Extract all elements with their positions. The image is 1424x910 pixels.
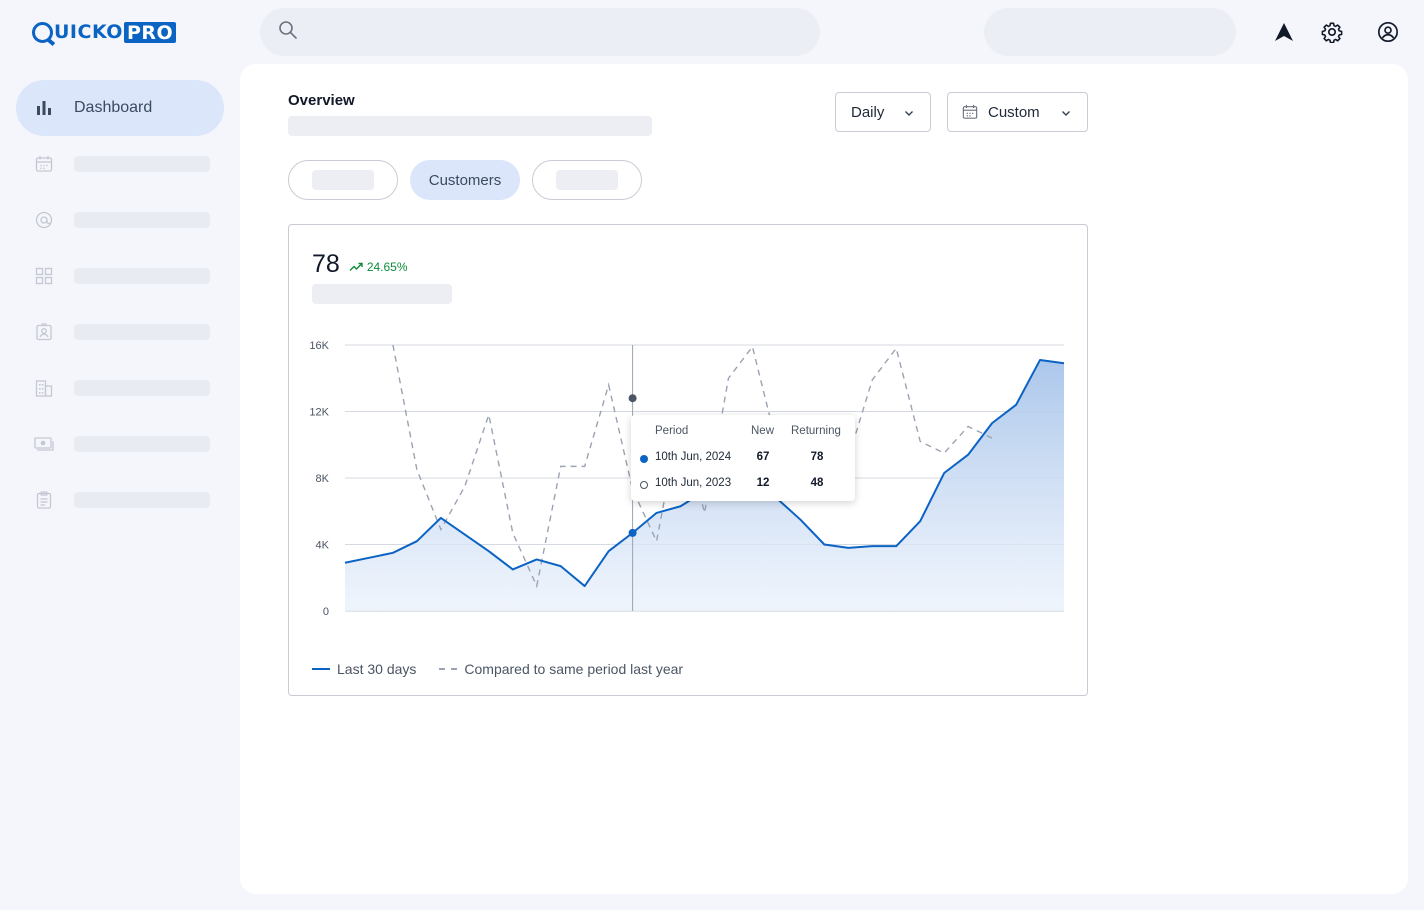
sidebar-item-at[interactable]: [16, 192, 224, 248]
trend-up-icon: [349, 262, 363, 271]
chevron-down-icon: [1060, 106, 1072, 123]
tab-label-placeholder: [312, 170, 374, 190]
tab-label-placeholder: [556, 170, 618, 190]
metric-caption-placeholder: [312, 284, 452, 304]
gear-icon[interactable]: [1320, 20, 1344, 44]
y-tick-label: 12K: [309, 407, 329, 419]
header-pill[interactable]: [984, 8, 1236, 56]
legend-label-previous: Compared to same period last year: [464, 661, 684, 677]
sidebar-item-money[interactable]: [16, 416, 224, 472]
legend-swatch-solid: [312, 668, 330, 670]
series-area-fill: [345, 359, 1064, 611]
search-bar[interactable]: [260, 8, 820, 56]
customers-chart-card: 78 24.65% 16K 12K 8K 4K 0 Period New Returni…: [288, 224, 1088, 696]
navigation-arrow-icon[interactable]: [1272, 20, 1296, 44]
sidebar-item-contact[interactable]: [16, 304, 224, 360]
tab-customers[interactable]: Customers: [410, 160, 520, 200]
tab-1[interactable]: [288, 160, 398, 200]
sidebar-item-building[interactable]: [16, 360, 224, 416]
highlight-point-current: [628, 528, 637, 537]
y-tick-label: 4K: [316, 540, 330, 552]
user-avatar-icon[interactable]: [1376, 20, 1400, 44]
date-range-value: Custom: [988, 103, 1040, 121]
metric-change-value: 24.65%: [366, 260, 408, 274]
at-sign-icon: [34, 210, 54, 230]
calendar-icon: [34, 154, 54, 174]
sidebar-item-placeholder: [74, 492, 210, 508]
sidebar-item-placeholder: [74, 212, 210, 228]
page-title: Overview: [288, 92, 355, 109]
calendar-icon: [962, 104, 978, 120]
building-icon: [34, 378, 54, 398]
series-current-dot: [640, 455, 648, 463]
sidebar-item-dashboard[interactable]: Dashboard: [16, 80, 224, 136]
quickopro-logo[interactable]: UICKO PRO: [32, 20, 177, 44]
bar-chart-icon: [34, 98, 54, 118]
clipboard-icon: [34, 490, 54, 510]
tooltip-row-period: 10th Jun, 2024: [655, 451, 732, 463]
tooltip-row-new: 67: [756, 451, 770, 463]
sidebar-item-placeholder: [74, 380, 210, 396]
y-tick-label: 8K: [316, 473, 330, 485]
sidebar-item-label: Dashboard: [74, 99, 153, 116]
chevron-down-icon: [903, 106, 915, 123]
search-icon: [278, 20, 298, 45]
sidebar-item-placeholder: [74, 436, 210, 452]
money-icon: [34, 434, 54, 454]
sidebar-item-calendar[interactable]: [16, 136, 224, 192]
legend-label-current: Last 30 days: [337, 661, 417, 677]
tooltip-header-new: New: [751, 425, 775, 437]
metric-change: 24.65%: [349, 260, 408, 274]
tab-3[interactable]: [532, 160, 642, 200]
period-select[interactable]: Daily: [835, 92, 931, 132]
tooltip-row-returning: 78: [810, 451, 824, 463]
sidebar-item-clipboard[interactable]: [16, 472, 224, 528]
legend-swatch-dashed: [439, 668, 458, 670]
logo-text: UICKO: [54, 21, 123, 43]
search-input[interactable]: [308, 24, 820, 40]
chart-legend: Last 30 days Compared to same period las…: [312, 661, 683, 677]
contact-card-icon: [34, 322, 54, 342]
metric-value: 78: [312, 250, 340, 278]
y-tick-label: 16K: [309, 340, 329, 352]
sidebar-item-placeholder: [74, 156, 210, 172]
highlight-point-previous: [628, 394, 637, 403]
grid-icon: [34, 266, 54, 286]
tooltip-header-period: Period: [655, 425, 689, 437]
sidebar-item-placeholder: [74, 324, 210, 340]
logo-pro-badge: PRO: [123, 21, 177, 43]
tooltip-header-returning: Returning: [791, 425, 841, 437]
chart-tooltip: Period New Returning 10th Jun, 2024 67 7…: [631, 415, 855, 501]
tooltip-row-new: 12: [756, 477, 770, 489]
logo-q-mark: [32, 21, 53, 43]
tooltip-row-period: 10th Jun, 2023: [655, 477, 732, 489]
y-tick-label: 0: [323, 606, 329, 618]
sidebar-item-placeholder: [74, 268, 210, 284]
tooltip-row-returning: 48: [810, 477, 824, 489]
subtitle-placeholder: [288, 116, 652, 136]
main-content: Overview Daily Custom Customers 78 24.65…: [240, 64, 1408, 894]
period-select-value: Daily: [851, 103, 885, 121]
series-previous-dot: [640, 481, 648, 489]
sidebar-item-grid[interactable]: [16, 248, 224, 304]
date-range-select[interactable]: Custom: [947, 92, 1088, 132]
metric-summary: 78 24.65%: [312, 250, 408, 279]
